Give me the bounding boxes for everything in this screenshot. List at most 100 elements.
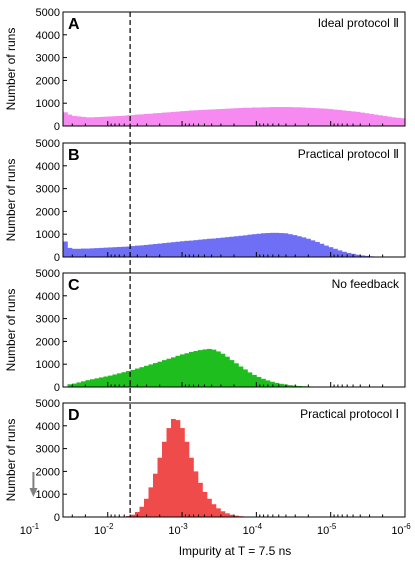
histogram-bar [360,255,365,257]
histogram-bar [265,380,271,387]
panel-c: 0 1000 2000 3000 4000 5000 Number of runs C No f… [4,268,406,394]
histogram-bar [238,107,244,126]
histogram-bar [121,115,127,126]
histogram-bar [171,111,176,126]
histogram-bar [283,107,289,126]
y-tick-label: 2000 [36,466,60,478]
panel-d: 0 1000 2000 3000 4000 5000 Number of runs D Prac… [4,398,406,524]
histogram-bar [202,491,208,517]
y-tick-label: 4000 [36,30,60,42]
histogram-bar [148,364,154,387]
histogram-bar [229,236,235,257]
y-tick-label: 1000 [36,359,60,371]
histogram-bar [175,355,181,387]
histogram-bar [207,238,212,257]
histogram-bar [310,240,316,257]
histogram-bar [72,383,77,387]
histogram-bar [112,116,118,126]
x-tick-label: 10-1 [20,522,40,537]
y-tick-label: 5000 [36,398,60,410]
histogram-bar [90,117,95,126]
down-arrow-icon [29,472,38,497]
histogram-bar [135,511,140,517]
histogram-bar [261,378,266,387]
histogram-bar [171,418,176,517]
histogram-bar [144,244,149,257]
y-axis-title: Number of runs [4,28,18,111]
panel-a: 0 1000 2000 3000 4000 5000 Number of runs A Idea… [4,7,406,133]
histogram-bar [369,113,374,126]
histogram-bar [288,107,293,126]
histogram-bar [103,116,109,126]
y-tick-label: 3000 [36,53,60,65]
histogram-bar [306,107,311,126]
histogram-bar [139,245,145,257]
histogram-bar [144,365,149,387]
histogram-bar [108,375,113,387]
histogram-bar [148,113,154,126]
histogram-bar [103,247,109,257]
histogram-bar [63,112,68,126]
histogram-bar [67,247,73,257]
histogram-bar [94,248,100,257]
histogram-bar [319,243,325,257]
histogram-bar [207,498,212,517]
histogram-bar [373,114,379,126]
histogram-bar [342,110,347,126]
histogram-bar [243,107,248,126]
histogram-bar [274,382,280,387]
histogram-bar [126,246,131,257]
histogram-bar [279,107,284,126]
histogram-bar [162,441,167,517]
histogram-bar [157,361,163,387]
histogram-bar [342,251,347,257]
histogram-bar [184,441,190,517]
y-tick-label: 4000 [36,291,60,303]
histogram-bar [337,110,343,126]
histogram-bar [400,118,406,126]
y-tick-label: 4000 [36,421,60,433]
histogram-bar [117,373,122,387]
panel-title: No feedback [332,277,400,291]
y-axis-title: Number of runs [4,419,18,502]
histogram-bar [364,113,370,126]
histogram-bar [198,110,203,126]
histogram-bar [198,350,203,387]
histogram-bar [184,110,190,126]
histogram-bar [144,498,149,517]
histogram-bar [99,247,104,257]
histogram-bar [63,241,68,257]
panels-group: 0 1000 2000 3000 4000 5000 Number of runs A Idea… [4,7,406,524]
panel-title: Practical protocol Ⅱ [298,147,399,161]
histogram-bar [90,248,95,257]
histogram-bar [135,368,140,387]
histogram-bar [112,247,118,257]
histogram-bar [130,246,136,257]
histogram-bar [229,108,235,126]
histogram-bar [166,112,172,126]
histogram-bar [256,107,262,126]
histogram-bar [234,236,239,257]
histogram-bar [162,112,167,126]
histogram-bar [139,114,145,126]
histogram-bar [279,233,284,257]
histogram-bar [256,233,262,257]
histogram-bar [81,116,86,126]
histogram-bar [243,369,248,387]
histogram-bar [270,381,275,387]
histogram-bar [207,109,212,126]
histogram-bar [315,108,320,126]
histogram-bar [153,244,158,257]
histogram-bar [67,384,73,387]
histogram-bar [378,115,383,126]
histogram-bar [333,248,338,257]
histogram-bar [130,514,136,517]
y-tick-label: 0 [54,512,60,524]
histogram-bar [279,383,284,387]
histogram-bar [297,107,302,126]
histogram-bar [189,110,194,126]
histogram-bar [225,237,230,257]
panel-letter: B [68,147,80,164]
histogram-bar [306,238,311,257]
